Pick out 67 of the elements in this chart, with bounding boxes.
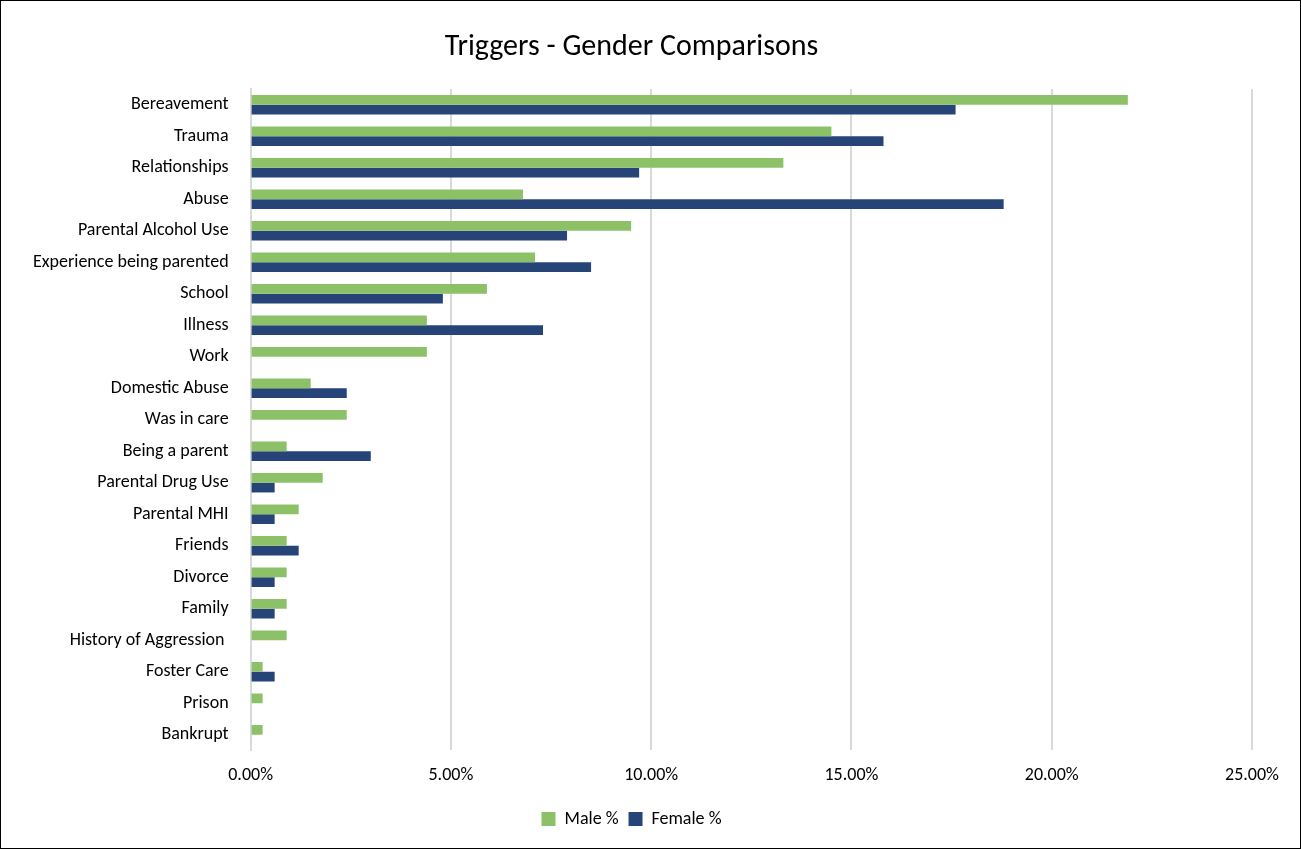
bar — [251, 94, 1128, 105]
bar — [251, 567, 287, 578]
y-tick-label: Prison — [182, 690, 229, 713]
bar — [251, 451, 371, 461]
bar — [251, 577, 275, 587]
bar — [251, 167, 640, 178]
bar — [251, 472, 323, 483]
bar — [251, 514, 275, 524]
bar — [251, 104, 956, 115]
x-tick-label: 10.00% — [624, 762, 679, 785]
y-tick-label: Parental Drug Use — [97, 470, 229, 493]
bar — [251, 693, 263, 704]
y-tick-label: Family — [181, 596, 230, 619]
y-tick-label: School — [180, 281, 229, 304]
y-tick-label: Relationships — [131, 155, 229, 178]
y-tick-label: Friends — [175, 533, 229, 556]
bar — [251, 482, 275, 493]
y-tick-label: Divorce — [173, 564, 229, 587]
bar — [251, 136, 884, 147]
bar — [251, 388, 347, 398]
y-tick-label: Parental Alcohol Use — [77, 218, 229, 241]
bar — [251, 199, 1004, 209]
bar — [251, 608, 275, 619]
x-tick-label: 25.00% — [1225, 762, 1280, 785]
y-tick-label: Bereavement — [130, 92, 229, 115]
bar — [251, 315, 427, 326]
y-tick-label: Domestic Abuse — [110, 375, 229, 398]
y-tick-label: Foster Care — [145, 659, 229, 682]
y-tick-label: Parental MHI — [133, 501, 229, 524]
bar — [251, 189, 523, 200]
x-tick-label: 20.00% — [1024, 762, 1079, 785]
y-tick-label: Illness — [183, 312, 229, 335]
x-tick-label: 15.00% — [824, 762, 879, 785]
y-tick-label: History of Aggression — [69, 627, 229, 650]
chart-title: Triggers - Gender Comparisons — [444, 25, 819, 63]
bar — [251, 598, 287, 609]
bar — [251, 545, 299, 556]
legend-label: Male % — [564, 806, 619, 829]
legend-label: Female % — [651, 806, 722, 829]
bar — [251, 724, 263, 735]
bar — [251, 252, 535, 263]
bar — [251, 535, 287, 546]
bar — [251, 504, 299, 515]
bar — [251, 157, 784, 168]
bar — [251, 409, 347, 420]
bar — [251, 293, 443, 304]
y-tick-label: Work — [189, 344, 229, 367]
y-tick-label: Trauma — [173, 123, 229, 146]
x-tick-label: 0.00% — [228, 762, 274, 785]
bar — [251, 230, 568, 241]
bar — [251, 126, 832, 137]
bar — [251, 671, 275, 682]
y-tick-label: Was in care — [144, 407, 229, 430]
y-tick-label: Bankrupt — [161, 722, 229, 745]
bar — [251, 220, 632, 231]
bar — [251, 661, 263, 672]
bar — [251, 441, 287, 452]
bar — [251, 630, 287, 641]
bar — [251, 283, 487, 294]
bar — [251, 325, 544, 335]
y-tick-label: Experience being parented — [33, 249, 229, 272]
y-tick-label: Abuse — [183, 186, 229, 209]
bar — [251, 262, 592, 272]
bar — [251, 346, 427, 357]
bar — [251, 378, 311, 389]
y-tick-label: Being a parent — [122, 438, 229, 461]
x-tick-label: 5.00% — [428, 762, 474, 785]
